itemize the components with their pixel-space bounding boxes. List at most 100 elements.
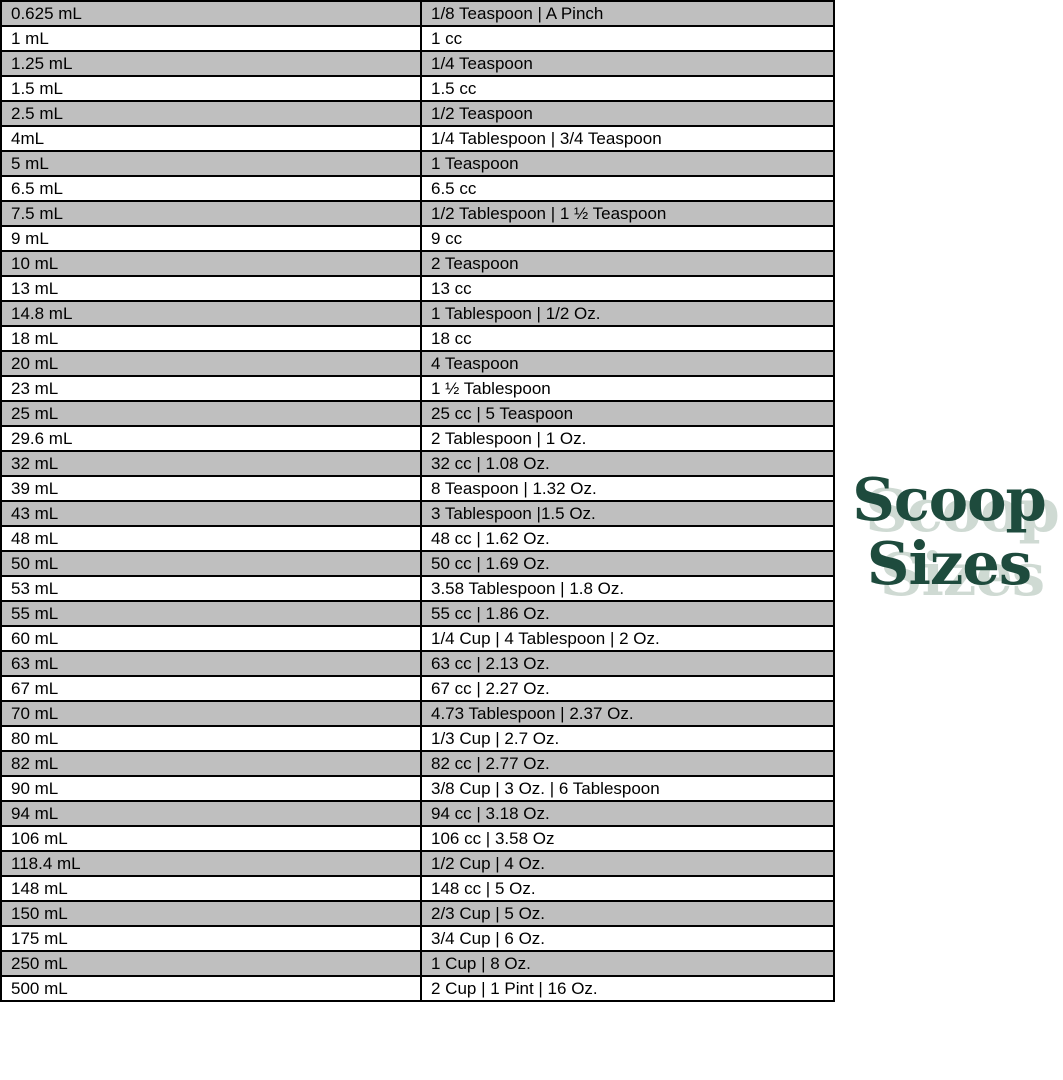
ml-cell: 82 mL (0, 750, 422, 777)
ml-cell: 80 mL (0, 725, 422, 752)
ml-cell: 39 mL (0, 475, 422, 502)
table-row: 20 mL 4 Teaspoon (0, 350, 835, 377)
table-row: 4mL 1/4 Tablespoon | 3/4 Teaspoon (0, 125, 835, 152)
ml-cell: 150 mL (0, 900, 422, 927)
equivalent-cell: 1/8 Teaspoon | A Pinch (420, 0, 835, 27)
equivalent-cell: 94 cc | 3.18 Oz. (420, 800, 835, 827)
equivalent-cell: 1 Teaspoon (420, 150, 835, 177)
ml-cell: 60 mL (0, 625, 422, 652)
equivalent-cell: 50 cc | 1.69 Oz. (420, 550, 835, 577)
equivalent-cell: 1/4 Cup | 4 Tablespoon | 2 Oz. (420, 625, 835, 652)
logo: Scoop Sizes (838, 468, 1060, 596)
table-row: 10 mL 2 Teaspoon (0, 250, 835, 277)
ml-cell: 1.25 mL (0, 50, 422, 77)
equivalent-cell: 67 cc | 2.27 Oz. (420, 675, 835, 702)
ml-cell: 32 mL (0, 450, 422, 477)
ml-cell: 7.5 mL (0, 200, 422, 227)
ml-cell: 13 mL (0, 275, 422, 302)
ml-cell: 29.6 mL (0, 425, 422, 452)
equivalent-cell: 1/4 Tablespoon | 3/4 Teaspoon (420, 125, 835, 152)
table-row: 60 mL 1/4 Cup | 4 Tablespoon | 2 Oz. (0, 625, 835, 652)
table-row: 43 mL 3 Tablespoon |1.5 Oz. (0, 500, 835, 527)
ml-cell: 1.5 mL (0, 75, 422, 102)
table-row: 1.5 mL 1.5 cc (0, 75, 835, 102)
ml-cell: 48 mL (0, 525, 422, 552)
equivalent-cell: 25 cc | 5 Teaspoon (420, 400, 835, 427)
ml-cell: 250 mL (0, 950, 422, 977)
table-row: 18 mL 18 cc (0, 325, 835, 352)
equivalent-cell: 2 Tablespoon | 1 Oz. (420, 425, 835, 452)
ml-cell: 70 mL (0, 700, 422, 727)
ml-cell: 43 mL (0, 500, 422, 527)
ml-cell: 63 mL (0, 650, 422, 677)
table-row: 1.25 mL 1/4 Teaspoon (0, 50, 835, 77)
table-row: 55 mL 55 cc | 1.86 Oz. (0, 600, 835, 627)
table-row: 5 mL 1 Teaspoon (0, 150, 835, 177)
equivalent-cell: 106 cc | 3.58 Oz (420, 825, 835, 852)
ml-cell: 175 mL (0, 925, 422, 952)
ml-cell: 50 mL (0, 550, 422, 577)
table-row: 2.5 mL 1/2 Teaspoon (0, 100, 835, 127)
table-row: 25 mL 25 cc | 5 Teaspoon (0, 400, 835, 427)
equivalent-cell: 148 cc | 5 Oz. (420, 875, 835, 902)
ml-cell: 23 mL (0, 375, 422, 402)
ml-cell: 118.4 mL (0, 850, 422, 877)
ml-cell: 67 mL (0, 675, 422, 702)
ml-cell: 25 mL (0, 400, 422, 427)
table-row: 70 mL 4.73 Tablespoon | 2.37 Oz. (0, 700, 835, 727)
ml-cell: 55 mL (0, 600, 422, 627)
equivalent-cell: 63 cc | 2.13 Oz. (420, 650, 835, 677)
table-row: 32 mL 32 cc | 1.08 Oz. (0, 450, 835, 477)
equivalent-cell: 13 cc (420, 275, 835, 302)
equivalent-cell: 2 Teaspoon (420, 250, 835, 277)
table-row: 94 mL 94 cc | 3.18 Oz. (0, 800, 835, 827)
ml-cell: 2.5 mL (0, 100, 422, 127)
equivalent-cell: 48 cc | 1.62 Oz. (420, 525, 835, 552)
ml-cell: 106 mL (0, 825, 422, 852)
equivalent-cell: 1/2 Tablespoon | 1 ½ Teaspoon (420, 200, 835, 227)
table-row: 1 mL 1 cc (0, 25, 835, 52)
table-row: 67 mL 67 cc | 2.27 Oz. (0, 675, 835, 702)
table-row: 29.6 mL 2 Tablespoon | 1 Oz. (0, 425, 835, 452)
equivalent-cell: 4 Teaspoon (420, 350, 835, 377)
ml-cell: 20 mL (0, 350, 422, 377)
equivalent-cell: 1 cc (420, 25, 835, 52)
table-row: 175 mL 3/4 Cup | 6 Oz. (0, 925, 835, 952)
table-row: 82 mL 82 cc | 2.77 Oz. (0, 750, 835, 777)
ml-cell: 9 mL (0, 225, 422, 252)
equivalent-cell: 3.58 Tablespoon | 1.8 Oz. (420, 575, 835, 602)
table-row: 150 mL 2/3 Cup | 5 Oz. (0, 900, 835, 927)
equivalent-cell: 1/3 Cup | 2.7 Oz. (420, 725, 835, 752)
table-row: 14.8 mL 1 Tablespoon | 1/2 Oz. (0, 300, 835, 327)
table-row: 7.5 mL 1/2 Tablespoon | 1 ½ Teaspoon (0, 200, 835, 227)
table-row: 39 mL 8 Teaspoon | 1.32 Oz. (0, 475, 835, 502)
ml-cell: 14.8 mL (0, 300, 422, 327)
equivalent-cell: 2 Cup | 1 Pint | 16 Oz. (420, 975, 835, 1002)
equivalent-cell: 1.5 cc (420, 75, 835, 102)
table-row: 0.625 mL 1/8 Teaspoon | A Pinch (0, 0, 835, 27)
ml-cell: 94 mL (0, 800, 422, 827)
table-row: 13 mL 13 cc (0, 275, 835, 302)
equivalent-cell: 3 Tablespoon |1.5 Oz. (420, 500, 835, 527)
logo-line-1: Scoop (852, 465, 1047, 534)
equivalent-cell: 1 Cup | 8 Oz. (420, 950, 835, 977)
table-row: 500 mL 2 Cup | 1 Pint | 16 Oz. (0, 975, 835, 1002)
equivalent-cell: 1 ½ Tablespoon (420, 375, 835, 402)
table-row: 48 mL 48 cc | 1.62 Oz. (0, 525, 835, 552)
ml-cell: 4mL (0, 125, 422, 152)
equivalent-cell: 2/3 Cup | 5 Oz. (420, 900, 835, 927)
ml-cell: 90 mL (0, 775, 422, 802)
equivalent-cell: 18 cc (420, 325, 835, 352)
equivalent-cell: 82 cc | 2.77 Oz. (420, 750, 835, 777)
table-row: 23 mL 1 ½ Tablespoon (0, 375, 835, 402)
table-row: 80 mL 1/3 Cup | 2.7 Oz. (0, 725, 835, 752)
equivalent-cell: 1/4 Teaspoon (420, 50, 835, 77)
equivalent-cell: 1/2 Cup | 4 Oz. (420, 850, 835, 877)
ml-cell: 5 mL (0, 150, 422, 177)
equivalent-cell: 8 Teaspoon | 1.32 Oz. (420, 475, 835, 502)
ml-cell: 53 mL (0, 575, 422, 602)
table-row: 90 mL 3/8 Cup | 3 Oz. | 6 Tablespoon (0, 775, 835, 802)
table-row: 6.5 mL 6.5 cc (0, 175, 835, 202)
table-row: 53 mL 3.58 Tablespoon | 1.8 Oz. (0, 575, 835, 602)
